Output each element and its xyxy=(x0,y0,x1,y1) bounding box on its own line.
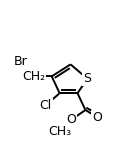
Text: CH₂: CH₂ xyxy=(22,70,45,83)
Text: Br: Br xyxy=(14,56,28,68)
Text: CH₃: CH₃ xyxy=(48,125,71,138)
Text: O: O xyxy=(67,113,77,126)
Text: Cl: Cl xyxy=(40,99,52,112)
Text: S: S xyxy=(83,72,91,85)
Text: O: O xyxy=(92,111,102,124)
